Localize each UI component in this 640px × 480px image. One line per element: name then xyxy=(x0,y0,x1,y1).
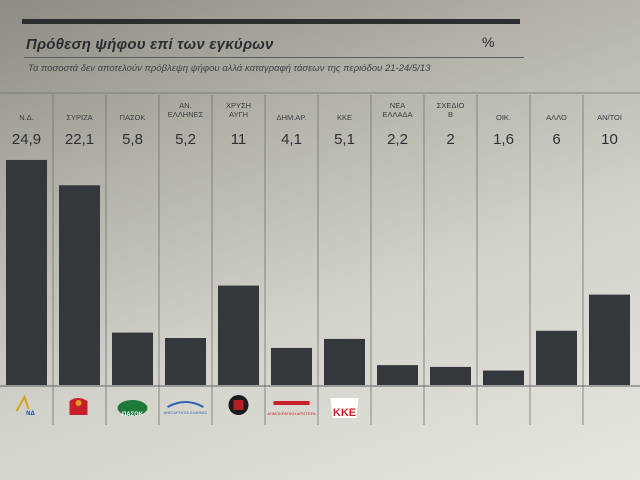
value-label: 5,8 xyxy=(122,131,143,148)
value-label: 6 xyxy=(552,131,560,148)
logo-text: ΔΗΜΟΚΡΑΤΙΚΗ ΑΡΙΣΤΕΡΑ xyxy=(267,411,316,416)
category-label: ΣΧΕΔΙΟ xyxy=(437,101,465,110)
value-label: 10 xyxy=(601,131,618,148)
chart-title: Πρόθεση ψήφου επί των εγκύρων xyxy=(26,36,274,53)
bar xyxy=(6,159,47,385)
bar xyxy=(271,347,312,385)
party-logo: ΚΚΕ xyxy=(330,398,359,419)
flag-icon xyxy=(69,398,88,415)
value-label: 22,1 xyxy=(65,131,94,148)
header-rule xyxy=(22,19,520,24)
value-label: 2,2 xyxy=(387,131,408,148)
category-label: Β xyxy=(448,110,453,119)
party-logo xyxy=(69,398,88,415)
value-label: 5,2 xyxy=(175,131,196,148)
bar xyxy=(59,185,100,385)
unit-label: % xyxy=(482,34,495,50)
bar xyxy=(324,338,365,385)
bar xyxy=(218,285,259,385)
sun-icon xyxy=(117,400,148,416)
value-label: 2 xyxy=(446,131,454,148)
logo-bg xyxy=(330,398,359,418)
category-label: ΔΗΜ.ΑΡ. xyxy=(277,113,307,122)
torch-icon xyxy=(15,394,30,412)
category-label: ΚΚΕ xyxy=(337,113,352,122)
category-label: ΕΛΛΑΔΑ xyxy=(382,110,412,119)
party-logo xyxy=(228,395,249,415)
category-label: ΑΛΛΟ xyxy=(546,113,567,122)
meander-icon xyxy=(233,400,244,410)
bar xyxy=(430,366,471,385)
bar xyxy=(165,338,206,385)
bar xyxy=(483,370,524,385)
value-label: 1,6 xyxy=(493,131,514,148)
value-label: 11 xyxy=(231,131,247,148)
chart-subtitle: Τα ποσοστά δεν αποτελούν πρόβλεψη ψήφου … xyxy=(28,63,431,74)
star-icon xyxy=(75,400,82,406)
category-label: ΕΛΛΗΝΕΣ xyxy=(168,110,204,119)
category-label: ΟΙΚ. xyxy=(496,113,511,122)
value-label: 5,1 xyxy=(334,131,355,148)
category-label: ΑΝ/ΤΟΙ xyxy=(597,113,622,122)
bar xyxy=(589,294,630,385)
logo-text: ΠΑΣΟΚ xyxy=(122,412,144,418)
category-label: ΑΥΓΗ xyxy=(229,110,248,119)
stripe-icon xyxy=(273,401,310,405)
logo-text: ΚΚΕ xyxy=(333,407,356,419)
bar xyxy=(536,330,577,385)
value-label: 4,1 xyxy=(281,131,302,148)
category-label: ΑΝ. xyxy=(179,101,192,110)
category-label: Ν.Δ. xyxy=(19,113,34,122)
swoosh-icon xyxy=(167,401,204,408)
title-divider xyxy=(24,57,524,58)
category-label: ΣΥΡΙΖΑ xyxy=(66,113,92,122)
bar xyxy=(377,365,418,385)
category-label: ΠΑΣΟΚ xyxy=(120,113,146,122)
logo-text: ΝΔ xyxy=(26,411,35,417)
bar xyxy=(112,332,153,385)
category-label: ΝΕΑ xyxy=(390,101,405,110)
value-label: 24,9 xyxy=(12,131,41,148)
party-logo: ΠΑΣΟΚ xyxy=(117,400,148,418)
party-logo: ΝΔ xyxy=(15,394,36,417)
party-logo: ΔΗΜΟΚΡΑΤΙΚΗ ΑΡΙΣΤΕΡΑ xyxy=(267,401,316,416)
party-logo: ΑΝΕΞΑΡΤΗΤΟΙ ΕΛΛΗΝΕΣ xyxy=(164,401,208,415)
logo-text: ΑΝΕΞΑΡΤΗΤΟΙ ΕΛΛΗΝΕΣ xyxy=(164,411,208,415)
category-label: ΧΡΥΣΗ xyxy=(226,101,251,110)
